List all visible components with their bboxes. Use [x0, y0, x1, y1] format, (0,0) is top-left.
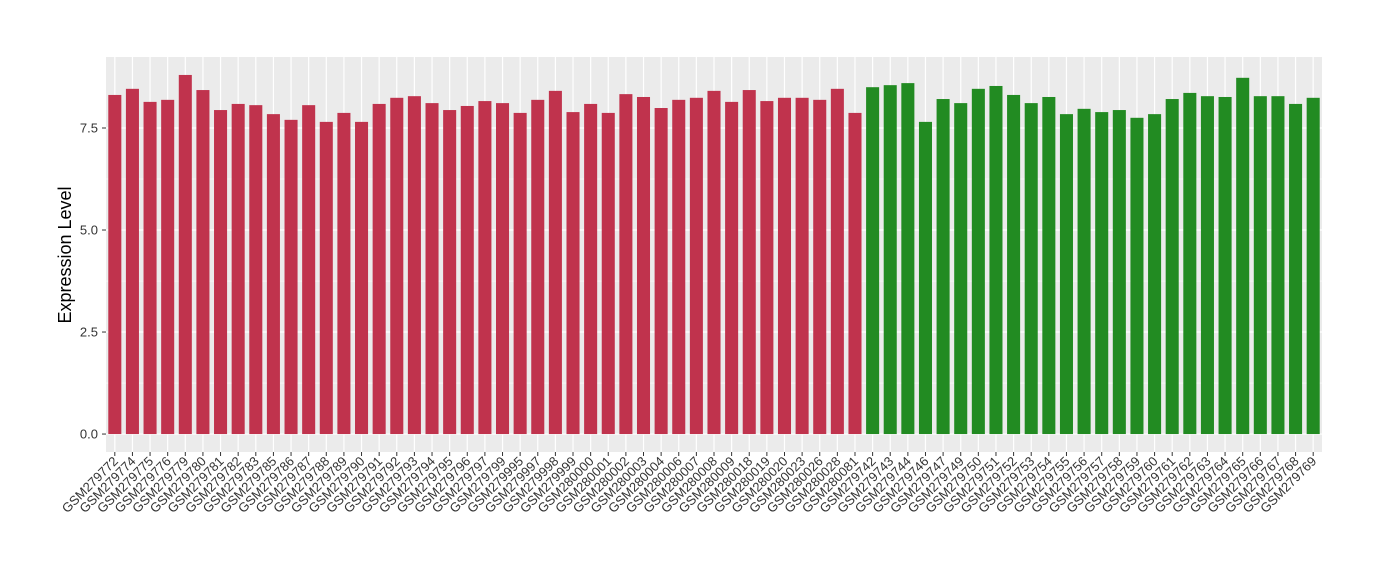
- bar: [513, 112, 527, 435]
- bar: [1059, 114, 1073, 435]
- bar: [407, 96, 421, 435]
- bar: [1200, 96, 1214, 435]
- bar: [496, 103, 510, 435]
- bar: [813, 99, 827, 435]
- bar: [883, 85, 897, 435]
- bar: [1289, 103, 1303, 435]
- bar: [760, 101, 774, 435]
- bar: [337, 112, 351, 435]
- bar: [1095, 112, 1109, 435]
- bar: [848, 112, 862, 435]
- bar: [196, 90, 210, 435]
- bar: [1306, 97, 1320, 435]
- bar: [1077, 108, 1091, 435]
- bar: [1148, 114, 1162, 435]
- bar: [1130, 117, 1144, 435]
- bar: [214, 110, 228, 435]
- bar: [1218, 96, 1232, 435]
- bar: [1024, 103, 1038, 435]
- y-tick-label: 7.5: [80, 121, 98, 136]
- bar: [302, 105, 316, 435]
- bar: [372, 103, 386, 435]
- bar: [1165, 99, 1179, 435]
- bar: [1253, 96, 1267, 435]
- bar: [566, 112, 580, 435]
- bar: [125, 88, 139, 435]
- y-tick-label: 5.0: [80, 223, 98, 238]
- y-tick-label: 2.5: [80, 325, 98, 340]
- bar: [249, 105, 263, 435]
- bar: [777, 97, 792, 435]
- bar: [161, 99, 175, 435]
- bar: [601, 112, 615, 435]
- bar: [284, 119, 298, 435]
- bar: [989, 85, 1003, 435]
- bar: [1236, 77, 1250, 435]
- bar: [742, 90, 756, 435]
- bar: [266, 114, 280, 435]
- bar: [443, 110, 457, 435]
- bar: [689, 97, 703, 435]
- bar: [954, 103, 968, 435]
- bar: [866, 87, 880, 435]
- y-axis-title: Expression Level: [55, 186, 75, 323]
- bar: [654, 108, 668, 435]
- bar: [795, 97, 809, 435]
- bar: [1183, 92, 1197, 435]
- bar: [1007, 94, 1021, 435]
- bar: [725, 101, 739, 435]
- bar: [636, 96, 651, 435]
- bar: [830, 88, 844, 435]
- bar: [531, 99, 545, 435]
- bar: [971, 88, 985, 435]
- bar: [143, 101, 157, 435]
- bar: [1112, 110, 1126, 435]
- bar: [936, 99, 950, 435]
- bar: [1271, 96, 1285, 435]
- bar: [178, 74, 192, 435]
- bar: [425, 103, 439, 435]
- bar: [901, 83, 915, 435]
- bar: [584, 103, 598, 435]
- bar: [319, 121, 333, 435]
- bar: [918, 121, 932, 435]
- bar: [231, 103, 245, 435]
- bar: [460, 105, 474, 435]
- bar: [390, 97, 404, 435]
- bar: [619, 94, 633, 435]
- bar: [672, 99, 686, 435]
- bar: [355, 121, 369, 435]
- bar: [1042, 96, 1056, 435]
- bar: [707, 90, 721, 435]
- y-tick-label: 0.0: [80, 427, 98, 442]
- bar: [478, 101, 492, 435]
- bar: [108, 94, 122, 435]
- bar: [548, 90, 562, 435]
